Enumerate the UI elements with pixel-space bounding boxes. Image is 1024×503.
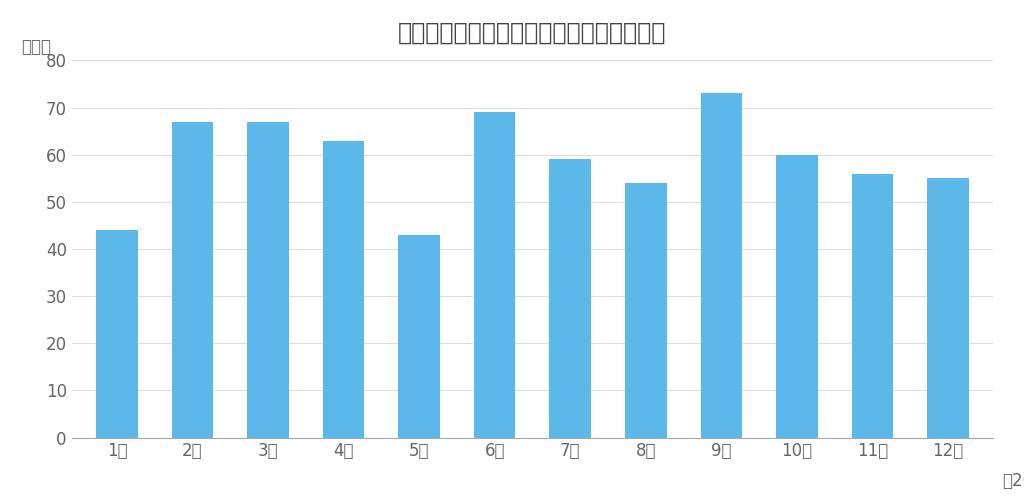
- Title: 埼玉県西部地区の月別マンション取引件数: 埼玉県西部地区の月別マンション取引件数: [398, 21, 667, 45]
- Bar: [323, 140, 365, 438]
- Bar: [927, 178, 969, 438]
- Text: （2019年）: （2019年）: [1002, 472, 1024, 489]
- Bar: [172, 122, 213, 438]
- Bar: [398, 235, 440, 438]
- Bar: [700, 94, 742, 438]
- Bar: [550, 159, 591, 438]
- Bar: [625, 183, 667, 438]
- Bar: [852, 174, 893, 438]
- Bar: [474, 112, 515, 438]
- Bar: [248, 122, 289, 438]
- Text: （件）: （件）: [22, 38, 51, 56]
- Bar: [776, 155, 817, 438]
- Bar: [96, 230, 138, 438]
